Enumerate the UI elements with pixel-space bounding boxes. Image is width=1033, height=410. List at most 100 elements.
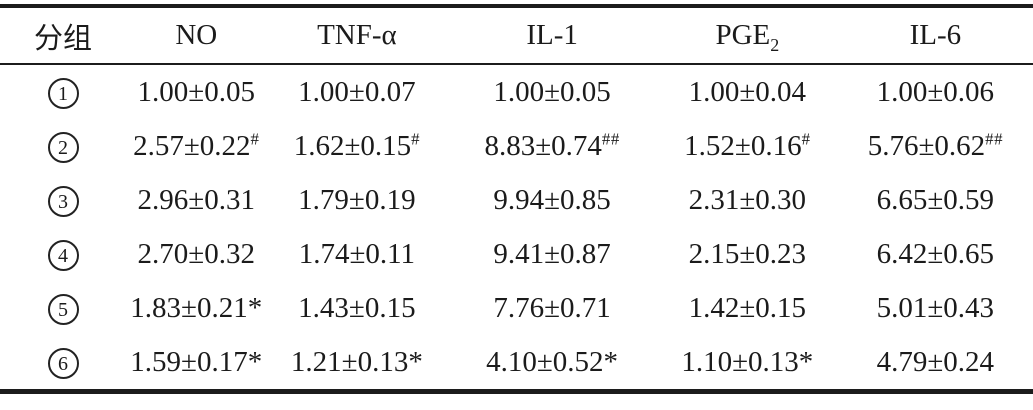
value-cell: 1.00±0.06 <box>838 64 1033 119</box>
group-cell: 3 <box>0 173 126 227</box>
value-text: 9.41±0.87 <box>493 237 611 270</box>
column-header-subscript: 2 <box>770 34 780 55</box>
table-row: 6 1.59±0.17* 1.21±0.13* 4.10±0.52* 1.10±… <box>0 335 1033 392</box>
value-text: 1.00±0.05 <box>493 75 611 108</box>
column-header-label: TNF-α <box>317 19 397 51</box>
table-row: 4 2.70±0.32 1.74±0.11 9.41±0.87 2.15±0.2… <box>0 227 1033 281</box>
value-text: 1.00±0.05 <box>137 75 255 108</box>
value-cell: 1.00±0.05 <box>447 64 657 119</box>
table-row: 1 1.00±0.05 1.00±0.07 1.00±0.05 1.00±0.0… <box>0 64 1033 119</box>
value-text: 2.96±0.31 <box>137 183 255 216</box>
column-header-il-1: IL-1 <box>447 6 657 64</box>
value-cell: 6.65±0.59 <box>838 173 1033 227</box>
group-number: 1 <box>58 82 68 105</box>
value-cell: 1.21±0.13* <box>267 335 448 392</box>
table-row: 5 1.83±0.21* 1.43±0.15 7.76±0.71 1.42±0.… <box>0 281 1033 335</box>
value-text: 1.59±0.17* <box>130 345 263 378</box>
value-text: 5.01±0.43 <box>876 291 995 324</box>
value-text: 1.62±0.15 <box>293 129 412 162</box>
value-cell: 1.79±0.19 <box>267 173 448 227</box>
group-number: 3 <box>58 190 68 213</box>
value-text: 4.79±0.24 <box>876 345 995 378</box>
value-text: 1.74±0.11 <box>298 237 416 270</box>
group-number: 2 <box>58 136 68 159</box>
value-cell: 1.00±0.07 <box>267 64 448 119</box>
group-cell: 6 <box>0 335 126 392</box>
value-cell: 4.10±0.52* <box>447 335 657 392</box>
value-cell: 8.83±0.74## <box>447 119 657 173</box>
value-cell: 5.76±0.62## <box>838 119 1033 173</box>
value-text: 1.43±0.15 <box>298 291 416 324</box>
value-cell: 1.52±0.16# <box>657 119 838 173</box>
value-text: 1.83±0.21* <box>130 291 263 324</box>
column-header-label: IL-6 <box>909 19 962 51</box>
value-text: 6.65±0.59 <box>876 183 995 216</box>
value-cell: 1.42±0.15 <box>657 281 838 335</box>
table-row: 3 2.96±0.31 1.79±0.19 9.94±0.85 2.31±0.3… <box>0 173 1033 227</box>
value-text: 1.52±0.16 <box>684 129 802 162</box>
significance-mark: # <box>801 128 811 148</box>
column-header-label: NO <box>175 19 218 51</box>
value-text: 2.15±0.23 <box>688 237 807 270</box>
value-cell: 1.00±0.05 <box>126 64 266 119</box>
value-text: 1.21±0.13* <box>290 345 423 378</box>
value-text: 4.10±0.52* <box>486 345 619 378</box>
group-number: 5 <box>58 298 68 321</box>
column-header-pge2: PGE2 <box>657 6 838 64</box>
value-cell: 1.62±0.15# <box>267 119 448 173</box>
value-text: 1.00±0.07 <box>298 75 416 108</box>
group-cell: 2 <box>0 119 126 173</box>
header-row: 分组 NO TNF-α IL-1 PGE2 IL-6 <box>0 6 1033 64</box>
value-cell: 1.83±0.21* <box>126 281 266 335</box>
column-header-il-6: IL-6 <box>838 6 1033 64</box>
value-cell: 4.79±0.24 <box>838 335 1033 392</box>
group-cell: 5 <box>0 281 126 335</box>
value-text: 1.00±0.06 <box>876 75 995 108</box>
value-text: 2.31±0.30 <box>688 183 807 216</box>
value-cell: 5.01±0.43 <box>838 281 1033 335</box>
column-header-group: 分组 <box>0 6 126 64</box>
column-header-no: NO <box>126 6 266 64</box>
value-text: 2.70±0.32 <box>137 237 255 270</box>
group-number: 6 <box>58 352 68 375</box>
value-cell: 1.10±0.13* <box>657 335 838 392</box>
value-cell: 2.70±0.32 <box>126 227 266 281</box>
value-cell: 2.96±0.31 <box>126 173 266 227</box>
column-header-label: IL-1 <box>526 19 578 51</box>
significance-mark: ## <box>601 128 620 148</box>
value-text: 5.76±0.62 <box>867 129 986 162</box>
value-cell: 7.76±0.71 <box>447 281 657 335</box>
value-text: 1.00±0.04 <box>688 75 807 108</box>
value-cell: 1.74±0.11 <box>267 227 448 281</box>
value-cell: 6.42±0.65 <box>838 227 1033 281</box>
value-cell: 1.43±0.15 <box>267 281 448 335</box>
value-cell: 9.41±0.87 <box>447 227 657 281</box>
group-number: 4 <box>58 244 68 267</box>
value-text: 9.94±0.85 <box>493 183 611 216</box>
value-text: 8.83±0.74 <box>484 129 602 162</box>
circled-number-icon: 1 <box>47 78 79 110</box>
circled-number-icon: 5 <box>47 294 79 326</box>
value-cell: 2.31±0.30 <box>657 173 838 227</box>
group-cell: 1 <box>0 64 126 119</box>
value-cell: 1.59±0.17* <box>126 335 266 392</box>
results-table: 分组 NO TNF-α IL-1 PGE2 IL-6 1 1.00±0.05 1… <box>0 4 1033 394</box>
value-cell: 2.57±0.22# <box>126 119 266 173</box>
column-header-label: PGE <box>715 19 771 51</box>
significance-mark: # <box>250 128 260 148</box>
circled-number-icon: 6 <box>47 348 79 380</box>
column-header-label: 分组 <box>34 22 93 55</box>
value-cell: 9.94±0.85 <box>447 173 657 227</box>
circled-number-icon: 2 <box>47 132 79 164</box>
significance-mark: ## <box>985 128 1003 148</box>
table-row: 2 2.57±0.22# 1.62±0.15# 8.83±0.74## 1.52… <box>0 119 1033 173</box>
group-cell: 4 <box>0 227 126 281</box>
value-text: 1.42±0.15 <box>688 291 807 324</box>
value-text: 6.42±0.65 <box>876 237 995 270</box>
value-text: 1.10±0.13* <box>681 345 814 378</box>
value-cell: 1.00±0.04 <box>657 64 838 119</box>
value-text: 2.57±0.22 <box>133 129 251 162</box>
value-text: 1.79±0.19 <box>298 183 416 216</box>
circled-number-icon: 3 <box>47 186 79 218</box>
significance-mark: # <box>411 128 421 148</box>
